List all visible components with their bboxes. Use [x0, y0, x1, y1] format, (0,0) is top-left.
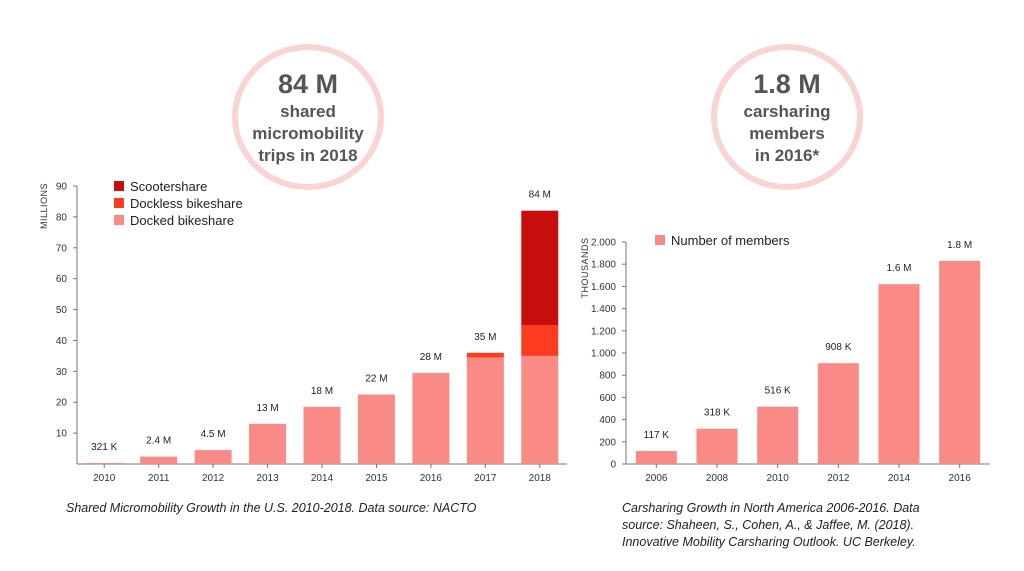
carsharing-data-label: 1.8 M [947, 240, 972, 251]
badge-micromobility-value: 84 M [277, 69, 339, 99]
carsharing-bar-number-of-members-2016 [939, 260, 981, 464]
carsharing-x-tick-label: 2008 [706, 473, 729, 484]
micromobility-bar-docked-bikeshare-2013 [249, 423, 287, 464]
micromobility-bar-docked-bikeshare-2018 [521, 355, 559, 464]
micromobility-legend-swatch-docked-bikeshare [114, 215, 124, 225]
carsharing-data-label: 908 K [825, 342, 851, 353]
micromobility-y-tick-label: 90 [56, 182, 68, 193]
micromobility-x-tick-label: 2017 [474, 473, 497, 484]
micromobility-x-tick-label: 2011 [148, 473, 170, 484]
micromobility-bar-docked-bikeshare-2017 [466, 357, 504, 464]
badge-carsharing: 1.8 M carsharing members in 2016* [711, 44, 863, 190]
badge-micromobility: 84 M shared micromobility trips in 2018 [232, 44, 384, 190]
micromobility-legend-label-scootershare: Scootershare [130, 179, 207, 194]
caption-carsharing: Carsharing Growth in North America 2006-… [622, 501, 920, 549]
carsharing-y-tick-label: 600 [599, 393, 616, 404]
carsharing-x-tick-label: 2012 [827, 473, 850, 484]
badge-micromobility-line-3: trips in 2018 [258, 146, 358, 165]
carsharing-bar-number-of-members-2006 [635, 451, 677, 464]
carsharing-bar-number-of-members-2012 [817, 363, 859, 464]
micromobility-bar-docked-bikeshare-2014 [303, 406, 341, 464]
badge-carsharing-line-3: in 2016* [754, 146, 820, 165]
carsharing-y-tick-label: 1.200 [591, 326, 616, 337]
carsharing-y-tick-label: 200 [599, 437, 616, 448]
carsharing-y-tick-label: 1.800 [591, 260, 616, 271]
carsharing-data-label: 318 K [704, 408, 730, 419]
micromobility-x-tick-label: 2015 [365, 473, 388, 484]
micromobility-data-label: 35 M [474, 332, 496, 343]
micromobility-data-label: 84 M [529, 190, 551, 201]
micromobility-bar-docked-bikeshare-2011 [140, 456, 178, 464]
carsharing-y-tick-label: 1.400 [591, 304, 616, 315]
micromobility-data-label: 22 M [365, 374, 387, 385]
carsharing-data-label: 516 K [765, 386, 791, 397]
micromobility-data-label: 18 M [311, 386, 333, 397]
micromobility-legend-swatch-scootershare [114, 181, 124, 191]
micromobility-bar-docked-bikeshare-2012 [194, 450, 232, 464]
micromobility-x-tick-label: 2010 [93, 473, 116, 484]
micromobility-bar-dockless-bikeshare-2017 [466, 352, 504, 358]
carsharing-x-tick-label: 2014 [888, 473, 911, 484]
badge-carsharing-line-1: carsharing [743, 102, 831, 121]
carsharing-bar-number-of-members-2008 [696, 428, 738, 464]
micromobility-y-tick-label: 80 [56, 212, 68, 223]
micromobility-y-tick-label: 60 [56, 274, 68, 285]
carsharing-bar-number-of-members-2014 [878, 284, 920, 464]
micromobility-x-tick-label: 2018 [529, 473, 552, 484]
micromobility-data-label: 4.5 M [201, 429, 226, 440]
carsharing-legend-label-number-of-members: Number of members [671, 233, 790, 248]
micromobility-legend-label-docked-bikeshare: Docked bikeshare [130, 213, 234, 228]
carsharing-data-label: 117 K [644, 430, 670, 441]
micromobility-bar-scootershare-2018 [521, 210, 559, 325]
carsharing-y-tick-label: 2.000 [591, 238, 616, 249]
carsharing-x-tick-label: 2016 [949, 473, 972, 484]
carsharing-y-tick-label: 800 [599, 371, 616, 382]
micromobility-x-tick-label: 2014 [311, 473, 334, 484]
caption-micromobility: Shared Micromobility Growth in the U.S. … [66, 501, 477, 515]
carsharing-data-label: 1.6 M [886, 263, 911, 274]
carsharing-y-tick-label: 1.600 [591, 282, 616, 293]
micromobility-legend-label-dockless-bikeshare: Dockless bikeshare [130, 196, 243, 211]
carsharing-legend-swatch-number-of-members [655, 235, 665, 245]
carsharing-y-axis-label: THOUSANDS [580, 237, 590, 298]
micromobility-bar-docked-bikeshare-2015 [357, 394, 395, 464]
micromobility-data-label: 321 K [91, 442, 117, 453]
carsharing-y-tick-label: 1.000 [591, 349, 616, 360]
badge-micromobility-line-1: shared [280, 102, 336, 121]
badge-micromobility-line-2: micromobility [252, 124, 364, 143]
micromobility-data-label: 2.4 M [146, 436, 171, 447]
micromobility-bar-docked-bikeshare-2016 [412, 372, 450, 464]
micromobility-y-tick-label: 40 [56, 336, 68, 347]
carsharing-x-tick-label: 2006 [645, 473, 668, 484]
micromobility-x-tick-label: 2013 [256, 473, 279, 484]
carsharing-x-tick-label: 2010 [767, 473, 790, 484]
micromobility-bar-docked-bikeshare-2010 [85, 463, 123, 464]
micromobility-y-axis-label: MILLIONS [39, 183, 49, 229]
micromobility-y-tick-label: 30 [56, 367, 68, 378]
micromobility-y-tick-label: 70 [56, 243, 68, 254]
micromobility-data-label: 13 M [256, 403, 278, 414]
carsharing-y-tick-label: 0 [610, 460, 616, 471]
micromobility-bar-dockless-bikeshare-2018 [521, 325, 559, 356]
micromobility-x-tick-label: 2016 [420, 473, 443, 484]
badge-carsharing-value: 1.8 M [753, 69, 821, 99]
badge-carsharing-line-2: members [749, 124, 825, 143]
micromobility-y-tick-label: 50 [56, 305, 68, 316]
micromobility-x-tick-label: 2012 [202, 473, 225, 484]
micromobility-y-tick-label: 20 [56, 398, 68, 409]
carsharing-bar-number-of-members-2010 [757, 406, 799, 464]
carsharing-y-tick-label: 400 [599, 415, 616, 426]
micromobility-legend-swatch-dockless-bikeshare [114, 198, 124, 208]
micromobility-y-tick-label: 10 [56, 429, 68, 440]
micromobility-data-label: 28 M [420, 352, 442, 363]
